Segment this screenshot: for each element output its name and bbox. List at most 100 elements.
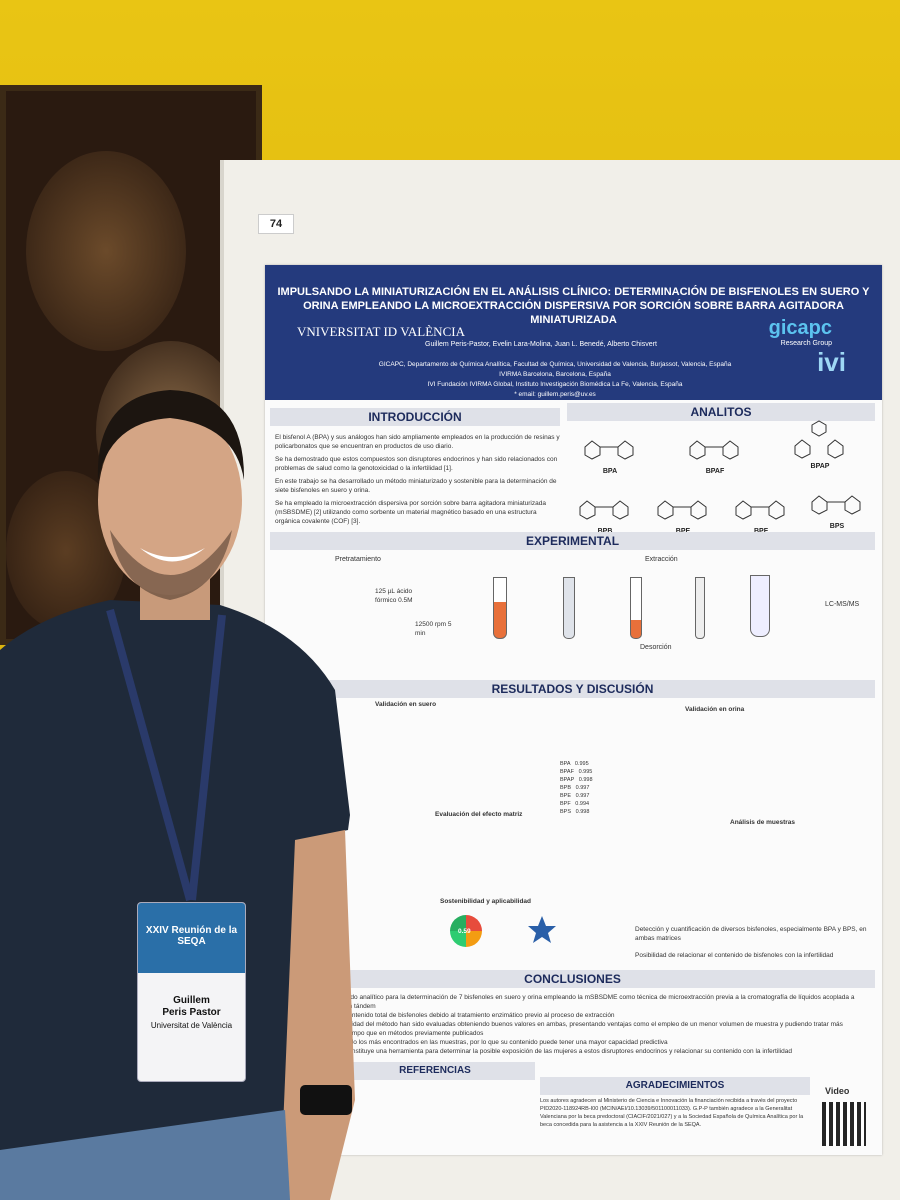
gicapc-subtitle: Research Group — [780, 340, 832, 347]
affiliation-1: GICAPC, Departamento de Química Analític… — [378, 361, 732, 368]
vial-lcms — [750, 575, 770, 637]
table-cell: BPE — [560, 793, 572, 799]
analyte-label: BPF — [721, 528, 801, 535]
agree-sustainability-icon — [450, 915, 482, 947]
conclusion-line: constituye una herramienta para determin… — [345, 1048, 792, 1055]
section-agradecimientos: AGRADECIMIENTOS — [540, 1077, 810, 1095]
qr-code-icon — [822, 1102, 866, 1146]
university-logo: VNIVERSITAT ID VALÈNCIA — [297, 324, 465, 339]
badge-header: XXIV Reunión de la SEQA — [138, 903, 245, 973]
analyte-label: BPAF — [705, 468, 725, 475]
section-referencias: REFERENCIAS — [335, 1062, 535, 1080]
results-bullet: Posibilidad de relacionar el contenido d… — [635, 952, 834, 959]
molecule-bps: BPS — [797, 480, 877, 530]
gicapc-logo: gicapc Research Group — [769, 317, 832, 347]
extraccion-label: Extracción — [645, 556, 678, 563]
sustainability-score: 0.59 — [458, 928, 471, 935]
molecule-bpaf: BPAF — [675, 425, 755, 475]
conclusion-line: todo analítico para la determinación de … — [345, 994, 855, 1001]
affiliation-2: IVIRMA Barcelona, Barcelona, España — [499, 371, 611, 378]
table-cell: BPAP — [560, 777, 575, 783]
table-row: BPE 0.997 — [560, 792, 593, 800]
desorcion-label: Desorción — [640, 644, 672, 651]
molecule-bpa: BPA — [570, 425, 650, 475]
molecule-icon — [794, 420, 844, 459]
poster-number: 74 — [258, 214, 294, 234]
analyte-label: BPB — [565, 528, 645, 535]
samples-analysis-title: Análisis de muestras — [730, 819, 796, 826]
applicability-star-icon — [527, 915, 557, 945]
badge-name: Guillem Peris Pastor — [138, 995, 245, 1019]
sustainability-title: Sostenibilidad y aplicabilidad — [440, 898, 532, 905]
badge-name-line1: Guillem — [173, 995, 210, 1006]
molecule-bpb: BPB — [565, 485, 645, 535]
conclusion-line: bilidad del método han sido evaluadas ob… — [345, 1021, 843, 1028]
molecule-icon — [579, 500, 629, 520]
table-cell: BPAF — [560, 769, 574, 775]
table-cell: 0.995 — [578, 769, 593, 775]
section-resultados: RESULTADOS Y DISCUSIÓN — [270, 680, 875, 698]
table-row: BPF 0.994 — [560, 800, 593, 808]
molecule-bpf: BPF — [721, 485, 801, 535]
table-cell: BPS — [560, 809, 572, 815]
results-bullets: Detección y cuantificación de diversos b… — [635, 925, 870, 960]
conference-badge: XXIV Reunión de la SEQA Guillem Peris Pa… — [137, 902, 246, 1082]
molecule-icon — [657, 500, 707, 520]
validacion-suero-title: Validación en suero — [375, 701, 437, 708]
poster-header: IMPULSANDO LA MINIATURIZACIÓN EN EL ANÁL… — [265, 265, 882, 400]
lcms-label: LC-MS/MS — [825, 601, 860, 608]
molecule-bpe: BPE — [643, 485, 723, 535]
badge-name-line2: Peris Pastor — [162, 1007, 221, 1018]
star-icon — [528, 916, 556, 943]
orina-validation-table: BPA 0.995 BPAF 0.995 BPAP 0.998 BPB 0.99… — [560, 760, 593, 816]
section-analitos: ANALITOS — [567, 403, 875, 421]
analyte-label: BPA — [602, 468, 618, 475]
tube-evaporation — [695, 577, 705, 639]
section-experimental: EXPERIMENTAL — [270, 532, 875, 550]
conclusions-text: todo analítico para la determinación de … — [345, 993, 870, 1056]
table-row: BPAP 0.998 — [560, 776, 593, 784]
table-cell: 0.998 — [575, 809, 590, 815]
validacion-orina-title: Validación en orina — [685, 706, 745, 713]
poster-email: * email: guillem.peris@uv.es — [514, 391, 596, 398]
table-row: BPAF 0.995 — [560, 768, 593, 776]
poster-affiliations: GICAPC, Departamento de Química Analític… — [365, 360, 745, 400]
poster-authors: Guillem Peris-Pastor, Evelin Lara-Molina… — [425, 341, 657, 348]
conclusion-line: sido los más encontrados en las muestras… — [345, 1039, 668, 1046]
analyte-label: BPS — [829, 523, 845, 530]
video-label: Video — [825, 1086, 850, 1096]
intro-text: El bisfenol A (BPA) y sus análogos han s… — [275, 433, 560, 530]
table-cell: BPA — [560, 761, 571, 767]
molecule-bpap: BPAP — [780, 420, 860, 470]
conclusion-line: contenido total de bisfenoles debido al … — [345, 1012, 615, 1019]
intro-bullet: Se ha empleado la microextracción disper… — [275, 500, 546, 525]
conclusion-line: en tándem — [345, 1003, 376, 1010]
table-row: BPB 0.997 — [560, 784, 593, 792]
badge-university: Universitat de València — [150, 1021, 233, 1030]
analyte-label: BPE — [643, 528, 723, 535]
poster-title: IMPULSANDO LA MINIATURIZACIÓN EN EL ANÁL… — [277, 286, 870, 326]
molecule-icon — [735, 500, 785, 520]
step-formic-acid: 125 µL ácido fórmico 0.5M — [375, 588, 413, 604]
table-cell: 0.997 — [575, 785, 590, 791]
gicapc-name: gicapc — [768, 317, 832, 339]
conclusion-line: tiempo que en métodos previamente public… — [345, 1030, 484, 1037]
table-cell: 0.994 — [575, 801, 590, 807]
badge-event: XXIV Reunión de la SEQA — [145, 925, 238, 947]
pretratamiento-label: Pretratamiento — [335, 556, 381, 563]
acknowledgements-text: Los autores agradecen al Ministerio de C… — [540, 1098, 804, 1128]
step-centrifuge: 12500 rpm 5 min — [415, 621, 452, 637]
molecule-icon — [584, 440, 634, 460]
table-cell: 0.997 — [575, 793, 590, 799]
molecule-icon — [811, 495, 861, 515]
table-cell: 0.995 — [574, 761, 589, 767]
section-introduccion: INTRODUCCIÓN — [270, 408, 560, 426]
tube-desorption — [630, 577, 642, 639]
section-conclusiones: CONCLUSIONES — [270, 970, 875, 988]
table-row: BPS 0.998 — [560, 808, 593, 816]
molecule-icon — [689, 440, 739, 460]
results-bullet: Detección y cuantificación de diversos b… — [635, 926, 867, 942]
scientific-poster: IMPULSANDO LA MINIATURIZACIÓN EN EL ANÁL… — [265, 265, 882, 1155]
ivi-logo: ivi — [817, 347, 846, 377]
intro-bullet: Se ha demostrado que estos compuestos so… — [275, 456, 558, 472]
